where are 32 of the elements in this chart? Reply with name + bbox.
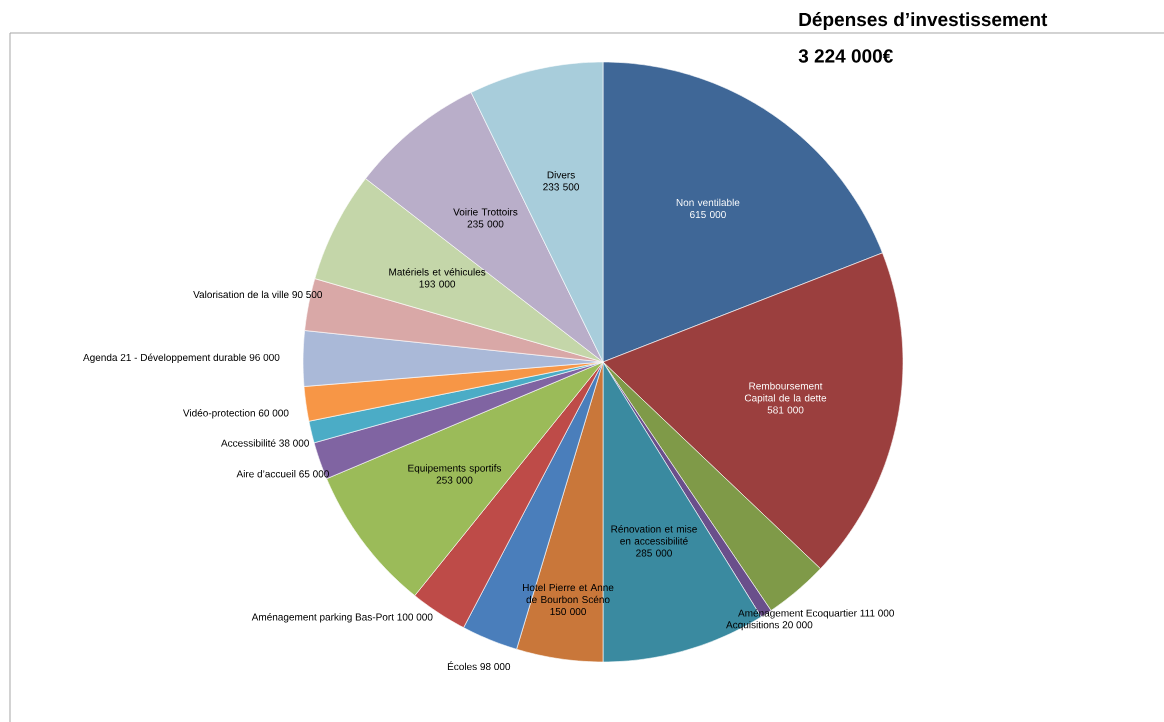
- data-label: 96 000: [249, 353, 280, 361]
- slice-label: Écoles: [447, 661, 477, 671]
- slice-label: Aménagement parking Bas-Port: [251, 613, 394, 623]
- slice-label: Rénovation et mise en accessibilité: [611, 525, 697, 545]
- data-label: 60 000: [258, 409, 289, 417]
- data-label: 100 000: [397, 613, 433, 621]
- slice-label: Voirie Trottoirs: [453, 208, 518, 216]
- slice-label: Accessibilité: [221, 439, 276, 447]
- slice-label: Equipements sportifs: [408, 464, 502, 474]
- slice-label: Valorisation de la ville: [193, 290, 289, 299]
- slice-label: Remboursement Capital de la dette: [744, 382, 827, 404]
- data-label: 253 000: [436, 476, 473, 484]
- chart-subtitle: 3 224 000€: [798, 49, 893, 63]
- data-label: 193 000: [419, 280, 456, 288]
- data-label: 111 000: [860, 609, 895, 617]
- slice-label: Agenda 21 - Développement durable: [83, 353, 246, 363]
- data-label: 235 000: [467, 220, 504, 228]
- slice-label: Vidéo-protection: [182, 409, 255, 419]
- slice-label: Non ventilable: [676, 198, 740, 207]
- data-label: 285 000: [636, 549, 672, 557]
- data-label: 581 000: [767, 406, 804, 414]
- data-label: 20 000: [782, 621, 813, 629]
- data-label: 150 000: [550, 608, 586, 616]
- slice-label: Matériels et véhicules: [389, 268, 486, 276]
- slice-label: Divers: [547, 171, 575, 179]
- data-label: 233 500: [543, 183, 579, 191]
- chart-title: Dépenses d’investissement: [799, 12, 1048, 30]
- slice-label: Aire d’accueil: [236, 470, 296, 478]
- data-label: 90 500: [292, 291, 323, 299]
- data-label: 615 000: [690, 210, 726, 219]
- data-label: 98 000: [480, 663, 511, 671]
- data-label: 38 000: [279, 439, 309, 447]
